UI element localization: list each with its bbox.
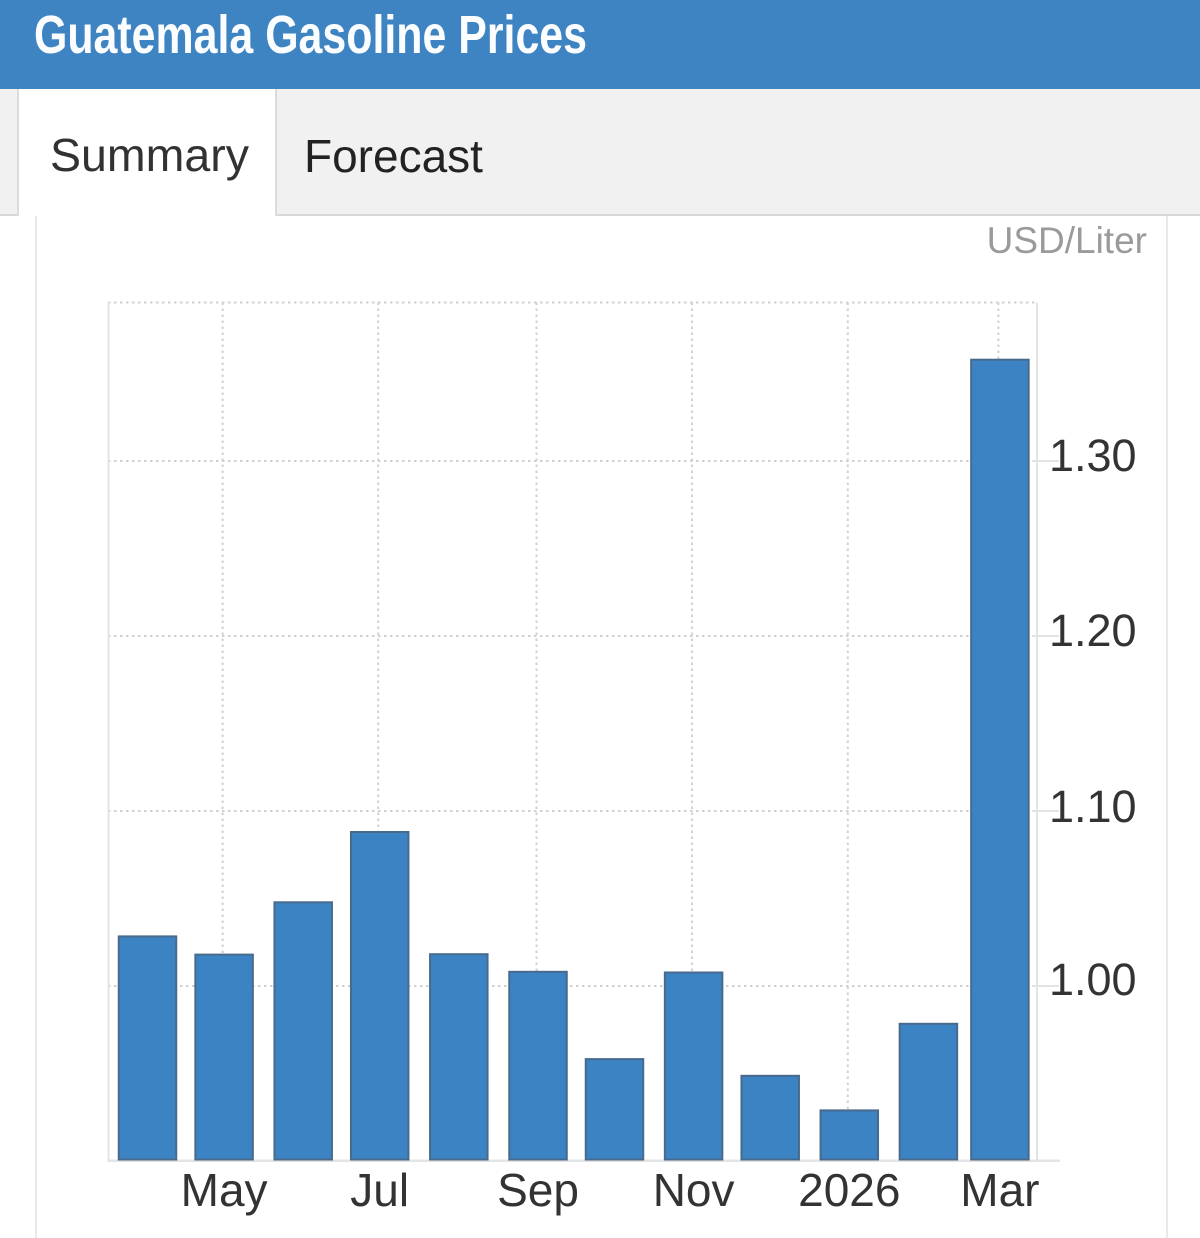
svg-text:1.20: 1.20: [1049, 605, 1137, 656]
svg-text:Summary: Summary: [50, 129, 250, 181]
svg-text:Sep: Sep: [497, 1164, 579, 1216]
svg-text:Guatemala Gasoline Prices: Guatemala Gasoline Prices: [34, 5, 587, 65]
svg-text:Nov: Nov: [653, 1164, 735, 1216]
svg-text:1.00: 1.00: [1049, 954, 1137, 1005]
svg-text:2026: 2026: [798, 1164, 900, 1216]
svg-text:Forecast: Forecast: [304, 130, 483, 182]
svg-text:USD/Liter: USD/Liter: [987, 220, 1147, 261]
svg-text:1.30: 1.30: [1049, 430, 1137, 481]
svg-text:May: May: [181, 1164, 268, 1216]
svg-text:Mar: Mar: [960, 1164, 1039, 1216]
svg-text:1.10: 1.10: [1049, 781, 1137, 832]
svg-text:Jul: Jul: [350, 1164, 409, 1216]
